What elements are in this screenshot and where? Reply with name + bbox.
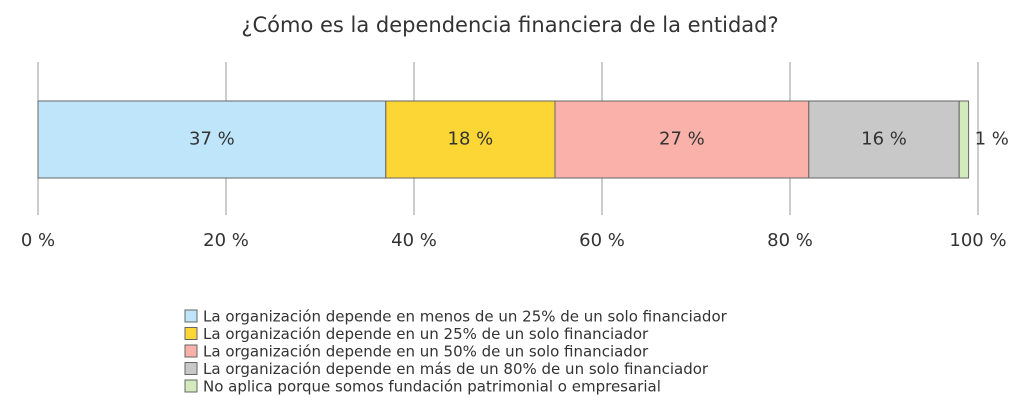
x-tick-label: 80 % xyxy=(767,230,813,251)
data-label: 16 % xyxy=(861,129,907,150)
data-label: 18 % xyxy=(448,129,494,150)
legend-label: La organización depende en más de un 80%… xyxy=(203,360,709,378)
legend-label: La organización depende en un 25% de un … xyxy=(203,325,649,343)
legend-label: La organización depende en menos de un 2… xyxy=(203,308,728,326)
legend-swatch xyxy=(184,327,198,340)
data-label: 27 % xyxy=(659,129,705,150)
legend-swatch xyxy=(184,344,198,358)
x-tick-label: 40 % xyxy=(391,230,437,251)
x-tick-label: 60 % xyxy=(579,230,625,251)
chart-title: ¿Cómo es la dependencia financiera de la… xyxy=(241,13,778,37)
x-tick-label: 0 % xyxy=(21,230,55,251)
legend-swatch xyxy=(184,362,198,375)
bar-segment xyxy=(958,100,970,179)
data-label: 37 % xyxy=(189,129,235,150)
x-tick-label: 20 % xyxy=(203,230,249,251)
x-tick-label: 100 % xyxy=(949,230,1006,251)
data-label: 1 % xyxy=(975,129,1009,150)
legend-label: No aplica porque somos fundación patrimo… xyxy=(203,378,661,396)
legend-label: La organización depende en un 50% de un … xyxy=(203,343,649,361)
bar-segment xyxy=(37,100,387,179)
bar-segment xyxy=(808,100,960,179)
legend-swatch xyxy=(184,379,198,393)
bar-segment xyxy=(554,100,810,179)
legend-swatch xyxy=(184,309,198,323)
